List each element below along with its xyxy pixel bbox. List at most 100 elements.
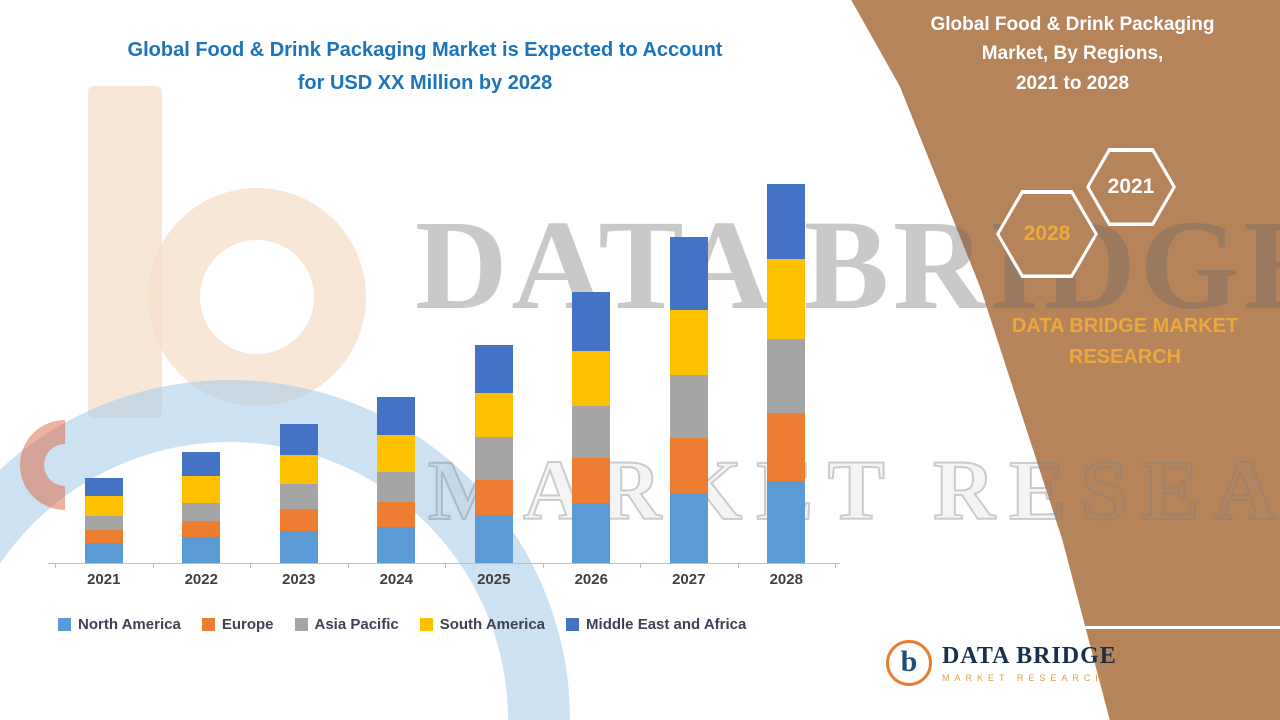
legend-swatch [419, 618, 433, 631]
x-label-2024: 2024 [379, 571, 413, 588]
panel-title-line3: 2021 to 2028 [1015, 72, 1130, 94]
footer-divider [877, 626, 1280, 629]
legend-europe: Europe [201, 616, 274, 633]
bar-2026-south-america [572, 351, 611, 406]
bar-2023 [279, 424, 318, 563]
legend-south-america: South America [419, 616, 546, 633]
bar-2024-north-america [377, 527, 416, 563]
legend-north-america: North America [58, 616, 181, 633]
bar-2026-middle-east-and-africa [572, 292, 611, 351]
bar-2025-europe [474, 480, 513, 515]
bar-2025-middle-east-and-africa [474, 345, 513, 393]
bar-2024-europe [377, 502, 416, 527]
watermark-logo-b-stem [88, 86, 162, 418]
bar-2025-north-america [474, 515, 513, 563]
legend-label: North America [78, 616, 181, 633]
watermark-marketresearch-text: MARKET RESEARCH [427, 441, 1280, 539]
legend-label: Asia Pacific [314, 616, 399, 633]
bar-2021 [84, 478, 123, 563]
logo-b-glyph: b [900, 644, 918, 678]
bar-2024-middle-east-and-africa [377, 397, 416, 435]
bar-2022-europe [182, 521, 221, 537]
x-axis-labels: 2021 2022 2023 2024 2025 2026 2027 2028 [55, 571, 835, 591]
x-axis-tick [152, 563, 154, 568]
bar-2027-asia-pacific [669, 375, 708, 438]
legend-swatch [294, 618, 308, 631]
chart-title-line2: for USD XX Million by 2028 [297, 72, 553, 94]
hexagon-border: 2021 [1086, 148, 1176, 226]
bar-2026-north-america [572, 503, 611, 563]
bar-2025-south-america [474, 393, 513, 437]
legend-label: Middle East and Africa [586, 616, 747, 633]
footer-logo-sub: MARKET RESEARCH [942, 673, 1107, 683]
x-label-2026: 2026 [574, 571, 608, 588]
footer-logo: b DATA BRIDGE MARKET RESEARCH [886, 640, 1117, 686]
bar-2024-asia-pacific [377, 472, 416, 502]
bar-2021-south-america [84, 496, 123, 516]
bar-2028 [767, 184, 806, 563]
x-axis-tick [542, 563, 544, 568]
panel-title: Global Food & Drink Packaging Market, By… [895, 10, 1250, 98]
legend-swatch [58, 618, 71, 631]
x-label-2028: 2028 [769, 571, 803, 588]
bar-2026-asia-pacific [572, 406, 611, 458]
legend-asia-pacific: Asia Pacific [294, 616, 399, 633]
bar-2028-asia-pacific [767, 339, 806, 413]
bar-2023-south-america [279, 455, 318, 484]
legend-label: South America [439, 616, 546, 633]
footer-logo-name: DATA BRIDGE [942, 643, 1117, 669]
bar-2023-europe [279, 509, 318, 531]
brand-name-line2: RESEARCH [1068, 346, 1182, 368]
bar-2021-asia-pacific [84, 516, 123, 530]
hexagon-border: 2028 [996, 190, 1098, 278]
x-label-2022: 2022 [184, 571, 218, 588]
bar-2021-middle-east-and-africa [84, 478, 123, 496]
bar-2022-middle-east-and-africa [182, 452, 221, 476]
x-label-2021: 2021 [87, 571, 121, 588]
chart-title: Global Food & Drink Packaging Market is … [55, 34, 795, 100]
footer-logo-text: DATA BRIDGE MARKET RESEARCH [942, 643, 1117, 683]
x-label-2025: 2025 [477, 571, 511, 588]
legend-swatch [566, 618, 580, 631]
bar-2021-north-america [84, 543, 123, 563]
bar-2023-asia-pacific [279, 484, 318, 509]
bar-2021-europe [84, 530, 123, 543]
bar-2023-middle-east-and-africa [279, 424, 318, 455]
x-label-2023: 2023 [282, 571, 316, 588]
hexagon-badge-2028: 2028 [996, 190, 1098, 278]
bar-2027-middle-east-and-africa [669, 237, 708, 310]
bar-2025-asia-pacific [474, 437, 513, 480]
bar-2023-north-america [279, 531, 318, 563]
x-axis-tick [445, 563, 446, 568]
hexagon-label: 2021 [1089, 151, 1173, 223]
x-axis-tick [640, 563, 641, 568]
panel-title-line1: Global Food & Drink Packaging [930, 14, 1215, 35]
x-axis-tick [55, 563, 56, 568]
x-label-2027: 2027 [672, 571, 706, 588]
bar-2027-north-america [669, 493, 708, 563]
legend-swatch [201, 618, 215, 631]
bar-2027 [669, 237, 708, 563]
brand-name-text: DATA BRIDGE MARKET RESEARCH [950, 311, 1280, 373]
bar-2022 [182, 452, 221, 563]
x-axis-tick [835, 563, 836, 568]
x-axis-line [48, 563, 840, 564]
legend-middle-east-and-africa: Middle East and Africa [566, 616, 746, 633]
bar-2028-north-america [767, 481, 806, 563]
legend-label: Europe [221, 616, 274, 633]
x-axis-tick [347, 563, 349, 568]
bar-2028-south-america [767, 259, 806, 339]
bar-2027-europe [669, 438, 708, 493]
x-axis-tick [250, 563, 251, 568]
hexagon-badge-2021: 2021 [1086, 148, 1176, 226]
bar-2022-asia-pacific [182, 503, 221, 521]
bar-2025 [474, 345, 513, 563]
data-bridge-logo-icon: b [886, 640, 932, 686]
bar-2022-south-america [182, 476, 221, 503]
bar-2026-europe [572, 458, 611, 503]
bar-2022-north-america [182, 537, 221, 563]
panel-title-line2: Market, By Regions, [981, 43, 1164, 65]
bar-2024-south-america [377, 435, 416, 472]
bar-2026 [572, 292, 611, 563]
